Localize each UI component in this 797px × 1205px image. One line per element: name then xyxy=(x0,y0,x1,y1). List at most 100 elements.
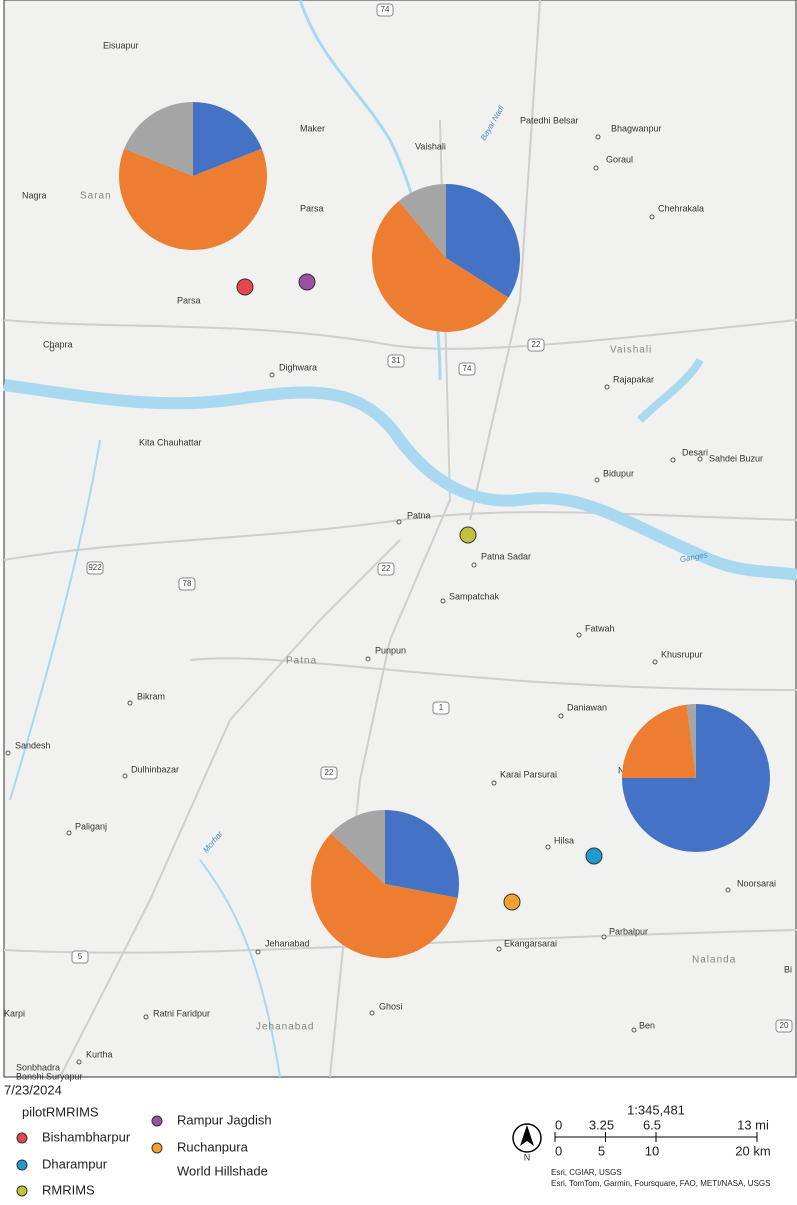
place-dot xyxy=(66,830,72,836)
site-marker xyxy=(503,893,521,911)
legend-swatch xyxy=(16,1159,28,1171)
pie-slice xyxy=(622,704,696,778)
place-label: Rajapakar xyxy=(613,374,654,384)
scale-label: 20 km xyxy=(735,1143,770,1158)
place-label: Fatwah xyxy=(585,623,615,633)
place-dot xyxy=(670,457,676,463)
district-label: Patna xyxy=(286,656,317,667)
map-date: 7/23/2024 xyxy=(4,1082,62,1097)
place-dot xyxy=(471,562,477,568)
site-marker xyxy=(236,278,254,296)
legend-label: World Hillshade xyxy=(177,1163,268,1178)
district-label: Nalanda xyxy=(692,955,736,966)
legend-label: Ruchanpura xyxy=(177,1139,249,1154)
road-shield-label: 22 xyxy=(382,564,391,573)
north-arrow-head xyxy=(520,1125,534,1146)
pie-slice xyxy=(446,184,520,298)
place-label: Ratni Faridpur xyxy=(153,1008,210,1018)
district-label: Saran xyxy=(80,191,112,202)
place-dot xyxy=(725,887,731,893)
road-shield-label: 74 xyxy=(463,364,472,373)
place-dot xyxy=(558,713,564,719)
place-label: Ben xyxy=(639,1020,655,1030)
place-label: Chehrakala xyxy=(658,203,704,213)
place-label: Eisuapur xyxy=(103,40,139,50)
pie-slice xyxy=(124,102,193,176)
place-label: Parbalpur xyxy=(609,926,648,936)
pie-slice xyxy=(193,102,262,176)
place-label: Parsa xyxy=(300,203,324,213)
place-label: Karpi xyxy=(4,1008,25,1018)
place-dot xyxy=(255,949,261,955)
scale-label: 10 xyxy=(645,1143,659,1158)
pie-slice xyxy=(372,200,509,332)
place-label: Bikram xyxy=(137,691,165,701)
place-label: Dighwara xyxy=(279,362,317,372)
road-shield xyxy=(432,701,450,715)
site-marker xyxy=(298,273,316,291)
legend-swatch xyxy=(151,1115,163,1127)
road-shield xyxy=(377,562,395,576)
place-dot xyxy=(369,1010,375,1016)
place-dot xyxy=(576,632,582,638)
road-shield xyxy=(775,1019,793,1033)
legend-label: RMRIMS xyxy=(42,1182,95,1197)
place-label: Punpun xyxy=(375,645,406,655)
attribution: Esri, CGIAR, USGS xyxy=(551,1168,622,1177)
place-dot xyxy=(594,477,600,483)
scale-label: 0 xyxy=(555,1143,562,1158)
legend-title: pilotRMRIMS xyxy=(22,1104,99,1119)
legend-label: Dharampur xyxy=(42,1156,108,1171)
place-label: Nagra xyxy=(22,190,47,200)
place-dot xyxy=(604,384,610,390)
road-shield-label: 31 xyxy=(392,356,401,365)
place-label: Khusrupur xyxy=(661,649,703,659)
road-shield-label: 74 xyxy=(381,5,390,14)
place-label: Patna xyxy=(407,510,431,520)
place-dot xyxy=(440,598,446,604)
place-dot xyxy=(601,934,607,940)
place-dot xyxy=(396,519,402,525)
place-label: Sampatchak xyxy=(449,591,500,601)
place-label: Bhagwanpur xyxy=(611,123,662,133)
road-shield xyxy=(376,3,394,17)
site-marker xyxy=(585,847,603,865)
road-shield-label: 5 xyxy=(78,952,83,961)
place-label: Sahdei Buzur xyxy=(709,453,763,463)
scale-label: 5 xyxy=(598,1143,605,1158)
place-label: Kita Chauhattar xyxy=(139,437,202,447)
road-shield xyxy=(387,354,405,368)
place-label: N xyxy=(618,765,625,775)
road-shield-label: 922 xyxy=(88,563,102,572)
road-shield xyxy=(527,338,545,352)
road-shield xyxy=(71,950,89,964)
place-label: Kurtha xyxy=(86,1049,113,1059)
place-label: Chapra xyxy=(43,339,73,349)
place-label: Dulhinbazar xyxy=(131,764,179,774)
place-label: Bidupur xyxy=(603,468,634,478)
attribution: Esri, TomTom, Garmin, Foursquare, FAO, M… xyxy=(551,1179,770,1188)
place-dot xyxy=(365,656,371,662)
place-dot xyxy=(143,1014,149,1020)
legend-label: Bishambharpur xyxy=(42,1129,131,1144)
legend-swatch xyxy=(16,1185,28,1197)
place-label: Paliganj xyxy=(75,821,107,831)
scale-label: 0 xyxy=(555,1117,562,1132)
place-dot xyxy=(545,844,551,850)
place-dot xyxy=(496,946,502,952)
place-label: Desari xyxy=(682,447,708,457)
pie-slice xyxy=(385,810,460,898)
place-label: Maker xyxy=(300,123,325,133)
pie-slice xyxy=(311,833,458,958)
place-dot xyxy=(76,1059,82,1065)
place-label: Goraul xyxy=(606,154,633,164)
scale-ratio: 1:345,481 xyxy=(627,1102,685,1117)
district-label: Jehanabad xyxy=(256,1022,315,1033)
road-shield xyxy=(458,362,476,376)
place-label: Banshi Suryapur xyxy=(16,1071,83,1081)
legend-swatch xyxy=(151,1142,163,1154)
site-marker xyxy=(459,526,477,544)
place-label: Hilsa xyxy=(554,835,574,845)
place-label: Noorsarai xyxy=(737,878,776,888)
